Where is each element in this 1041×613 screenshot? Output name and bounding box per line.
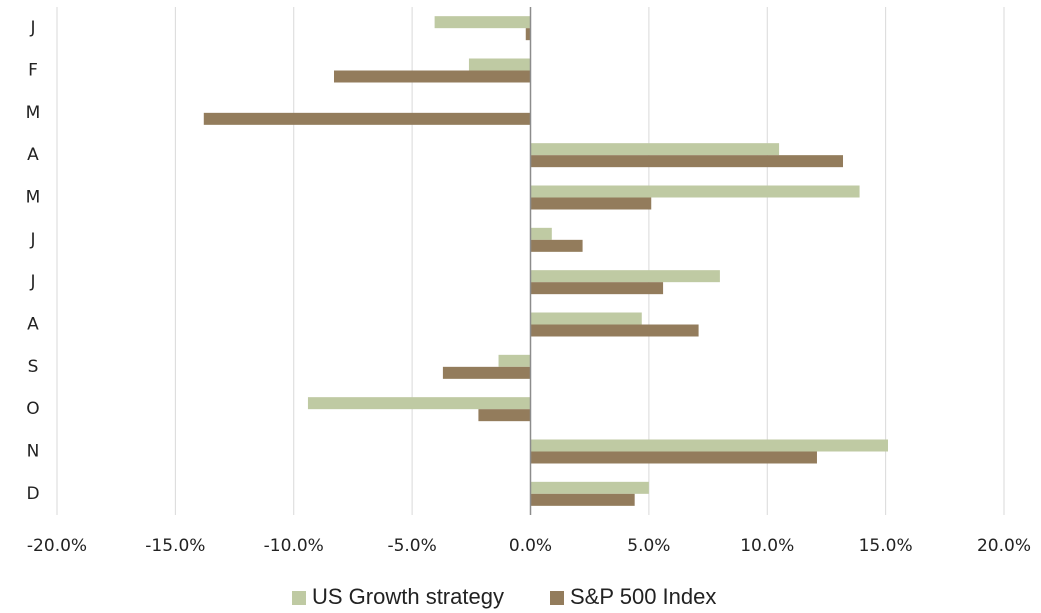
- x-tick-label: -20.0%: [27, 536, 87, 556]
- bar: [307, 397, 531, 410]
- y-tick-label: N: [27, 442, 40, 462]
- bar: [530, 227, 552, 240]
- bar: [530, 239, 583, 252]
- bar: [333, 70, 531, 83]
- bar: [203, 112, 531, 125]
- y-tick-label: S: [28, 357, 39, 377]
- bar: [434, 16, 531, 29]
- bar: [530, 451, 817, 464]
- bar: [530, 155, 844, 168]
- y-tick-label: J: [29, 272, 35, 292]
- y-tick-label: A: [27, 315, 39, 335]
- y-tick-label: A: [27, 145, 39, 165]
- x-tick-label: 10.0%: [740, 536, 794, 556]
- bar: [530, 493, 635, 506]
- bar: [530, 439, 888, 452]
- bar: [530, 312, 642, 325]
- bar: [530, 282, 664, 295]
- y-tick-label: F: [28, 61, 38, 81]
- bar: [530, 143, 780, 156]
- bar: [530, 197, 652, 210]
- legend-swatch: [292, 591, 306, 605]
- bar: [468, 58, 531, 71]
- y-tick-label: M: [26, 103, 41, 123]
- x-tick-label: -5.0%: [387, 536, 436, 556]
- bar: [478, 409, 531, 422]
- bar: [525, 28, 531, 41]
- legend-swatch: [550, 591, 564, 605]
- x-tick-label: 5.0%: [627, 536, 670, 556]
- bar: [530, 185, 860, 198]
- bar: [498, 354, 531, 367]
- legend-label: US Growth strategy: [312, 584, 504, 609]
- bar: [442, 366, 531, 379]
- y-tick-label: O: [26, 399, 39, 419]
- y-tick-label: J: [29, 18, 35, 38]
- x-tick-label: 20.0%: [977, 536, 1031, 556]
- x-tick-label: -10.0%: [264, 536, 324, 556]
- x-tick-label: 15.0%: [859, 536, 913, 556]
- x-tick-label: 0.0%: [509, 536, 552, 556]
- bar: [530, 324, 699, 337]
- legend-label: S&P 500 Index: [570, 584, 716, 609]
- y-tick-label: J: [29, 230, 35, 250]
- y-tick-label: D: [26, 484, 39, 504]
- bar: [530, 270, 720, 283]
- y-tick-label: M: [26, 188, 41, 208]
- bar: [530, 481, 649, 494]
- x-tick-label: -15.0%: [145, 536, 205, 556]
